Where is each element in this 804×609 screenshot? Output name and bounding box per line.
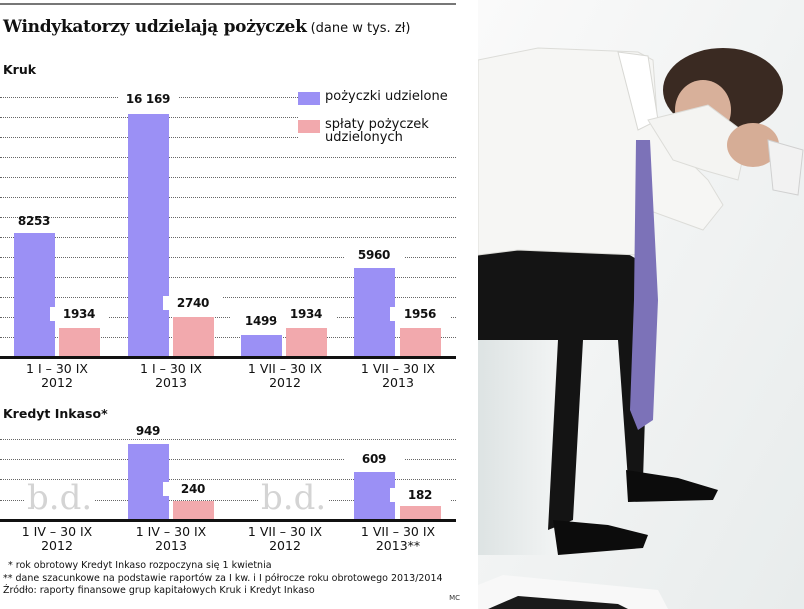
bar-loans-kruk-2012-1 (14, 233, 55, 357)
gridline (0, 257, 456, 258)
title-units: (dane w tys. zł) (310, 21, 411, 36)
bar-loans-ki-2013-2 (354, 472, 395, 520)
category-year: 2012 (41, 538, 73, 553)
footnote-fiscal-year: * rok obrotowy Kredyt Inkaso rozpoczyna … (8, 560, 272, 571)
legend-label: spłaty pożyczek udzielonych (325, 118, 429, 144)
gridline (0, 197, 456, 198)
footnote-estimates: ** dane szacunkowe na podstawie raportów… (3, 572, 443, 584)
category-period: 1 VII – 30 IX (247, 524, 323, 539)
value-label: 1934 (276, 307, 336, 321)
bar-repayments-ki-2013-2 (400, 506, 441, 520)
legend-swatch-repayments (298, 120, 320, 133)
category-year: 2012 (269, 538, 301, 553)
legend: pożyczki udzielone spłaty pożyczek udziel… (298, 90, 458, 148)
legend-item-repayments: spłaty pożyczek udzielonych (298, 118, 429, 144)
value-label: 240 (163, 482, 223, 496)
gridline (0, 237, 456, 238)
value-label: 1956 (390, 307, 450, 321)
value-label: 8253 (17, 214, 51, 228)
category-period: 1 VII – 30 IX (360, 524, 436, 539)
value-label: 5960 (344, 248, 404, 262)
legend-item-loans: pożyczki udzielone (298, 90, 448, 105)
kredyt-inkaso-chart: b.d. b.d. 949 240 609 182 1 IV – 30 IX 20… (0, 424, 456, 553)
category-period: 1 I – 30 IX (140, 361, 202, 376)
footnotes: * rok obrotowy Kredyt Inkaso rozpoczyna … (3, 560, 465, 598)
bar-loans-kruk-2012-2 (241, 335, 282, 357)
category-period: 1 IV – 30 IX (21, 524, 93, 539)
gridline (0, 337, 456, 338)
value-label: 16 169 (118, 92, 178, 106)
category-year: 2012 (41, 375, 73, 390)
value-label: 609 (344, 452, 404, 466)
category-year: 2012 (269, 375, 301, 390)
bar-repayments-kruk-2012-1 (59, 328, 100, 357)
chart-title: Windykatorzy udzielają pożyczek (dane w t… (3, 17, 410, 37)
gridline (0, 459, 456, 460)
gridline (0, 439, 456, 440)
gridline (0, 97, 456, 98)
bar-repayments-ki-2013-1 (173, 501, 214, 520)
category-period: 1 I – 30 IX (26, 361, 88, 376)
section-label-kredyt-inkaso: Kredyt Inkaso* (3, 406, 108, 421)
gridline (0, 217, 456, 218)
no-data-label: b.d. (258, 480, 330, 516)
category-period: 1 IV – 30 IX (135, 524, 207, 539)
businessman-illustration (478, 0, 804, 609)
gridline (0, 177, 456, 178)
category-label: 1 VII – 30 IX 2012 (230, 362, 340, 390)
legend-label-line: udzielonych (325, 130, 403, 145)
category-label: 1 I – 30 IX 2012 (2, 362, 112, 390)
kruk-chart: 8253 1934 16 169 2740 1499 1934 5960 195… (0, 0, 456, 400)
category-year: 2013 (155, 375, 187, 390)
no-data-label: b.d. (24, 480, 96, 516)
value-label: 1934 (50, 307, 108, 321)
category-period: 1 VII – 30 IX (247, 361, 323, 376)
category-year: 2013 (155, 538, 187, 553)
section-label-kruk: Kruk (3, 62, 37, 77)
gridline (0, 157, 456, 158)
legend-label-line: spłaty pożyczek (325, 117, 429, 132)
bar-repayments-kruk-2013-2 (400, 328, 441, 357)
bar-loans-kruk-2013-1 (128, 114, 169, 357)
gridline (0, 500, 456, 501)
value-label: 182 (390, 488, 450, 502)
category-year: 2013 (382, 375, 414, 390)
gridline (0, 277, 456, 278)
category-label: 1 VII – 30 IX 2013** (343, 525, 453, 553)
category-label: 1 IV – 30 IX 2013 (116, 525, 226, 553)
x-axis-baseline (0, 519, 456, 522)
gridline (0, 117, 456, 118)
value-label: 2740 (163, 296, 223, 310)
value-label: 949 (118, 424, 178, 438)
bar-repayments-kruk-2012-2 (286, 328, 327, 357)
gridline (0, 137, 456, 138)
title-text: Windykatorzy udzielają pożyczek (3, 17, 307, 37)
bar-repayments-kruk-2013-1 (173, 317, 214, 357)
bar-loans-kruk-2013-2 (354, 268, 395, 357)
photo-stressed-businessman (478, 0, 804, 609)
legend-label: pożyczki udzielone (325, 89, 448, 104)
x-axis-baseline (0, 356, 456, 359)
category-year: 2013** (375, 538, 421, 553)
legend-swatch-loans (298, 92, 320, 105)
infographic: Windykatorzy udzielają pożyczek (dane w t… (0, 0, 465, 602)
top-rule (0, 3, 456, 5)
bar-loans-ki-2013-1 (128, 444, 169, 520)
author-credit: MC (449, 594, 460, 602)
gridline (0, 297, 456, 298)
footnote-source: Źródło: raporty finansowe grup kapitałow… (3, 585, 315, 596)
gridline (0, 317, 456, 318)
category-label: 1 VII – 30 IX 2013 (343, 362, 453, 390)
category-label: 1 IV – 30 IX 2012 (2, 525, 112, 553)
gridline (0, 479, 456, 480)
category-label: 1 I – 30 IX 2013 (116, 362, 226, 390)
category-period: 1 VII – 30 IX (360, 361, 436, 376)
category-label: 1 VII – 30 IX 2012 (230, 525, 340, 553)
